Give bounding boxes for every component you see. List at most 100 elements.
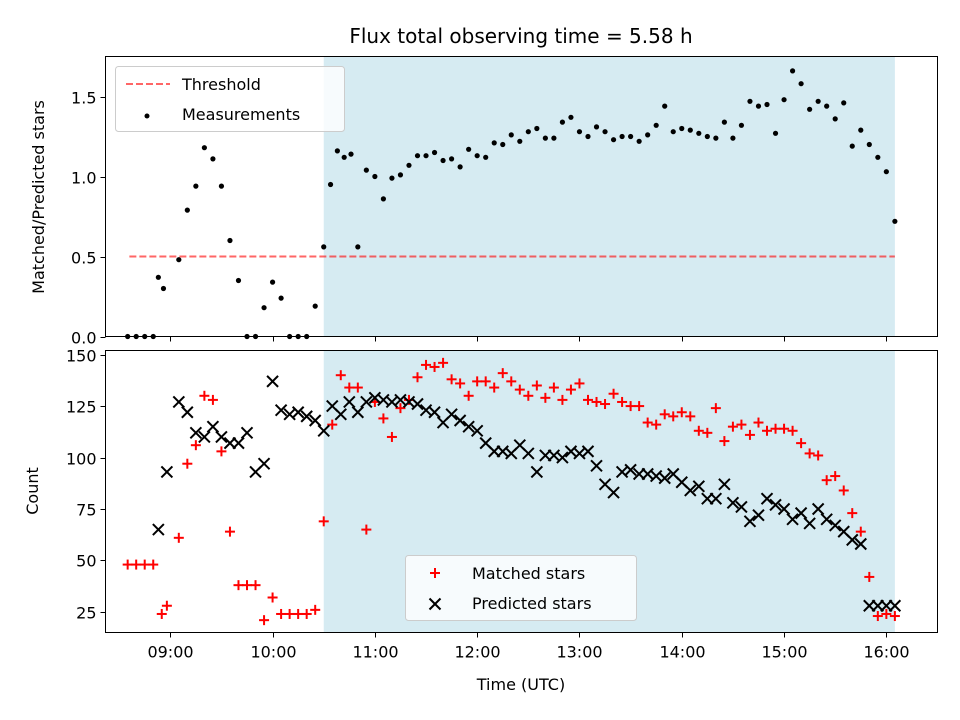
measurement-point <box>414 153 421 159</box>
matched-star-point <box>821 475 832 486</box>
measurement-point <box>542 135 548 141</box>
matched-star-point <box>710 403 721 414</box>
predicted-star-point <box>803 517 816 530</box>
x-tick-label: 13:00 <box>556 643 602 662</box>
predicted-star-point <box>590 459 603 472</box>
matched-star-point <box>122 559 133 570</box>
matched-star-point <box>190 440 201 451</box>
matched-star-point <box>224 526 235 537</box>
matched-star-point <box>412 372 423 383</box>
matched-star-point <box>804 448 815 459</box>
measurement-point <box>334 148 340 154</box>
measurement-point <box>789 68 796 74</box>
predicted-star-point <box>257 457 271 470</box>
predicted-star-point <box>820 513 833 526</box>
measurement-point <box>210 156 216 162</box>
measurement-point <box>696 130 702 136</box>
predicted-star-point <box>786 513 799 526</box>
matched-star-point <box>182 458 193 469</box>
measurement-point <box>883 169 889 175</box>
matched-star-point <box>838 485 849 496</box>
matched-star-point <box>276 608 287 619</box>
ratio-marks <box>125 68 898 340</box>
predicted-star-point <box>794 506 808 520</box>
matched-star-point <box>591 396 602 407</box>
predicted-star-point <box>291 406 305 419</box>
matched-star-point <box>497 368 508 379</box>
predicted-star-point <box>709 492 723 505</box>
predicted-star-point <box>266 375 279 388</box>
predicted-star-point <box>343 395 356 409</box>
matched-star-point <box>855 526 866 537</box>
count-y-tick-label: 125 <box>66 398 97 417</box>
matched-star-point <box>259 615 270 626</box>
x-axis-label: Time (UTC) <box>476 675 565 694</box>
matched-star-point <box>446 374 457 385</box>
matched-star-point <box>156 608 167 619</box>
matched-star-point <box>139 559 150 570</box>
matched-star-point <box>642 417 653 428</box>
matched-star-point <box>582 394 593 405</box>
measurement-point <box>747 98 753 104</box>
count-y-ticks: 25 50 75 100 125 150 <box>66 347 106 623</box>
matched-star-point <box>608 388 619 399</box>
matched-star-point <box>344 382 355 393</box>
matched-star-point <box>480 376 491 387</box>
measurement-point <box>764 101 770 108</box>
count-y-tick-label: 50 <box>76 552 96 571</box>
matched-star-point <box>216 446 227 457</box>
matched-star-point <box>676 407 687 418</box>
predicted-star-point <box>462 420 475 433</box>
matched-star-point <box>293 608 304 619</box>
measurement-point <box>235 277 242 284</box>
matched-star-point <box>787 425 798 436</box>
predicted-star-point <box>160 465 174 479</box>
matched-star-point <box>889 611 900 622</box>
measurement-point <box>431 149 438 156</box>
predicted-star-point <box>453 414 467 427</box>
matched-star-point <box>872 611 883 622</box>
measurement-point <box>628 133 634 140</box>
matched-star-point <box>421 359 432 370</box>
predicted-star-point <box>752 508 765 522</box>
predicted-star-point <box>317 424 330 437</box>
measurement-point <box>841 100 847 106</box>
count-panel: 09:00 10:00 11:00 12:00 13:00 14:00 15:00 16:00… <box>23 347 938 694</box>
predicted-star-point <box>428 406 441 419</box>
predicted-star-point <box>274 403 288 417</box>
measurement-point <box>448 156 455 162</box>
matched-star-point <box>617 396 628 407</box>
measurement-point <box>738 122 745 128</box>
predicted-stars-legend-label: Predicted stars <box>472 594 592 613</box>
predicted-star-point <box>743 515 757 528</box>
ratio-y-tick-label: 1.5 <box>71 89 96 108</box>
measurement-point <box>440 157 446 164</box>
measurement-point <box>466 146 472 152</box>
measurement-point <box>713 135 719 141</box>
measurement-point <box>670 129 676 135</box>
measurement-point <box>892 218 898 224</box>
matched-star-point <box>335 370 346 381</box>
predicted-stars-legend-swatch <box>428 597 442 611</box>
ratio-y-tick-label: 0.0 <box>71 329 96 348</box>
matched-star-point <box>753 417 764 428</box>
x-tick-label: 15:00 <box>761 643 807 662</box>
measurement-point <box>474 153 480 159</box>
measurement-point <box>832 116 838 122</box>
predicted-star-point <box>360 395 373 409</box>
matched-star-point <box>744 429 755 440</box>
ratio-y-axis-label: Matched/Predicted stars <box>29 100 48 294</box>
predicted-star-point <box>760 492 774 505</box>
matched-stars-legend-marker <box>430 568 440 578</box>
measurement-point <box>406 162 412 168</box>
matched-star-point <box>489 382 500 393</box>
predicted-star-point <box>718 478 731 491</box>
matched-star-point <box>361 524 372 535</box>
measurement-point <box>155 274 161 280</box>
matched-star-point <box>301 608 312 619</box>
measurement-point <box>866 141 872 148</box>
measurement-point <box>269 279 276 285</box>
measurement-point <box>551 135 557 141</box>
matched-star-point <box>847 508 858 519</box>
matched-star-point <box>242 580 253 591</box>
